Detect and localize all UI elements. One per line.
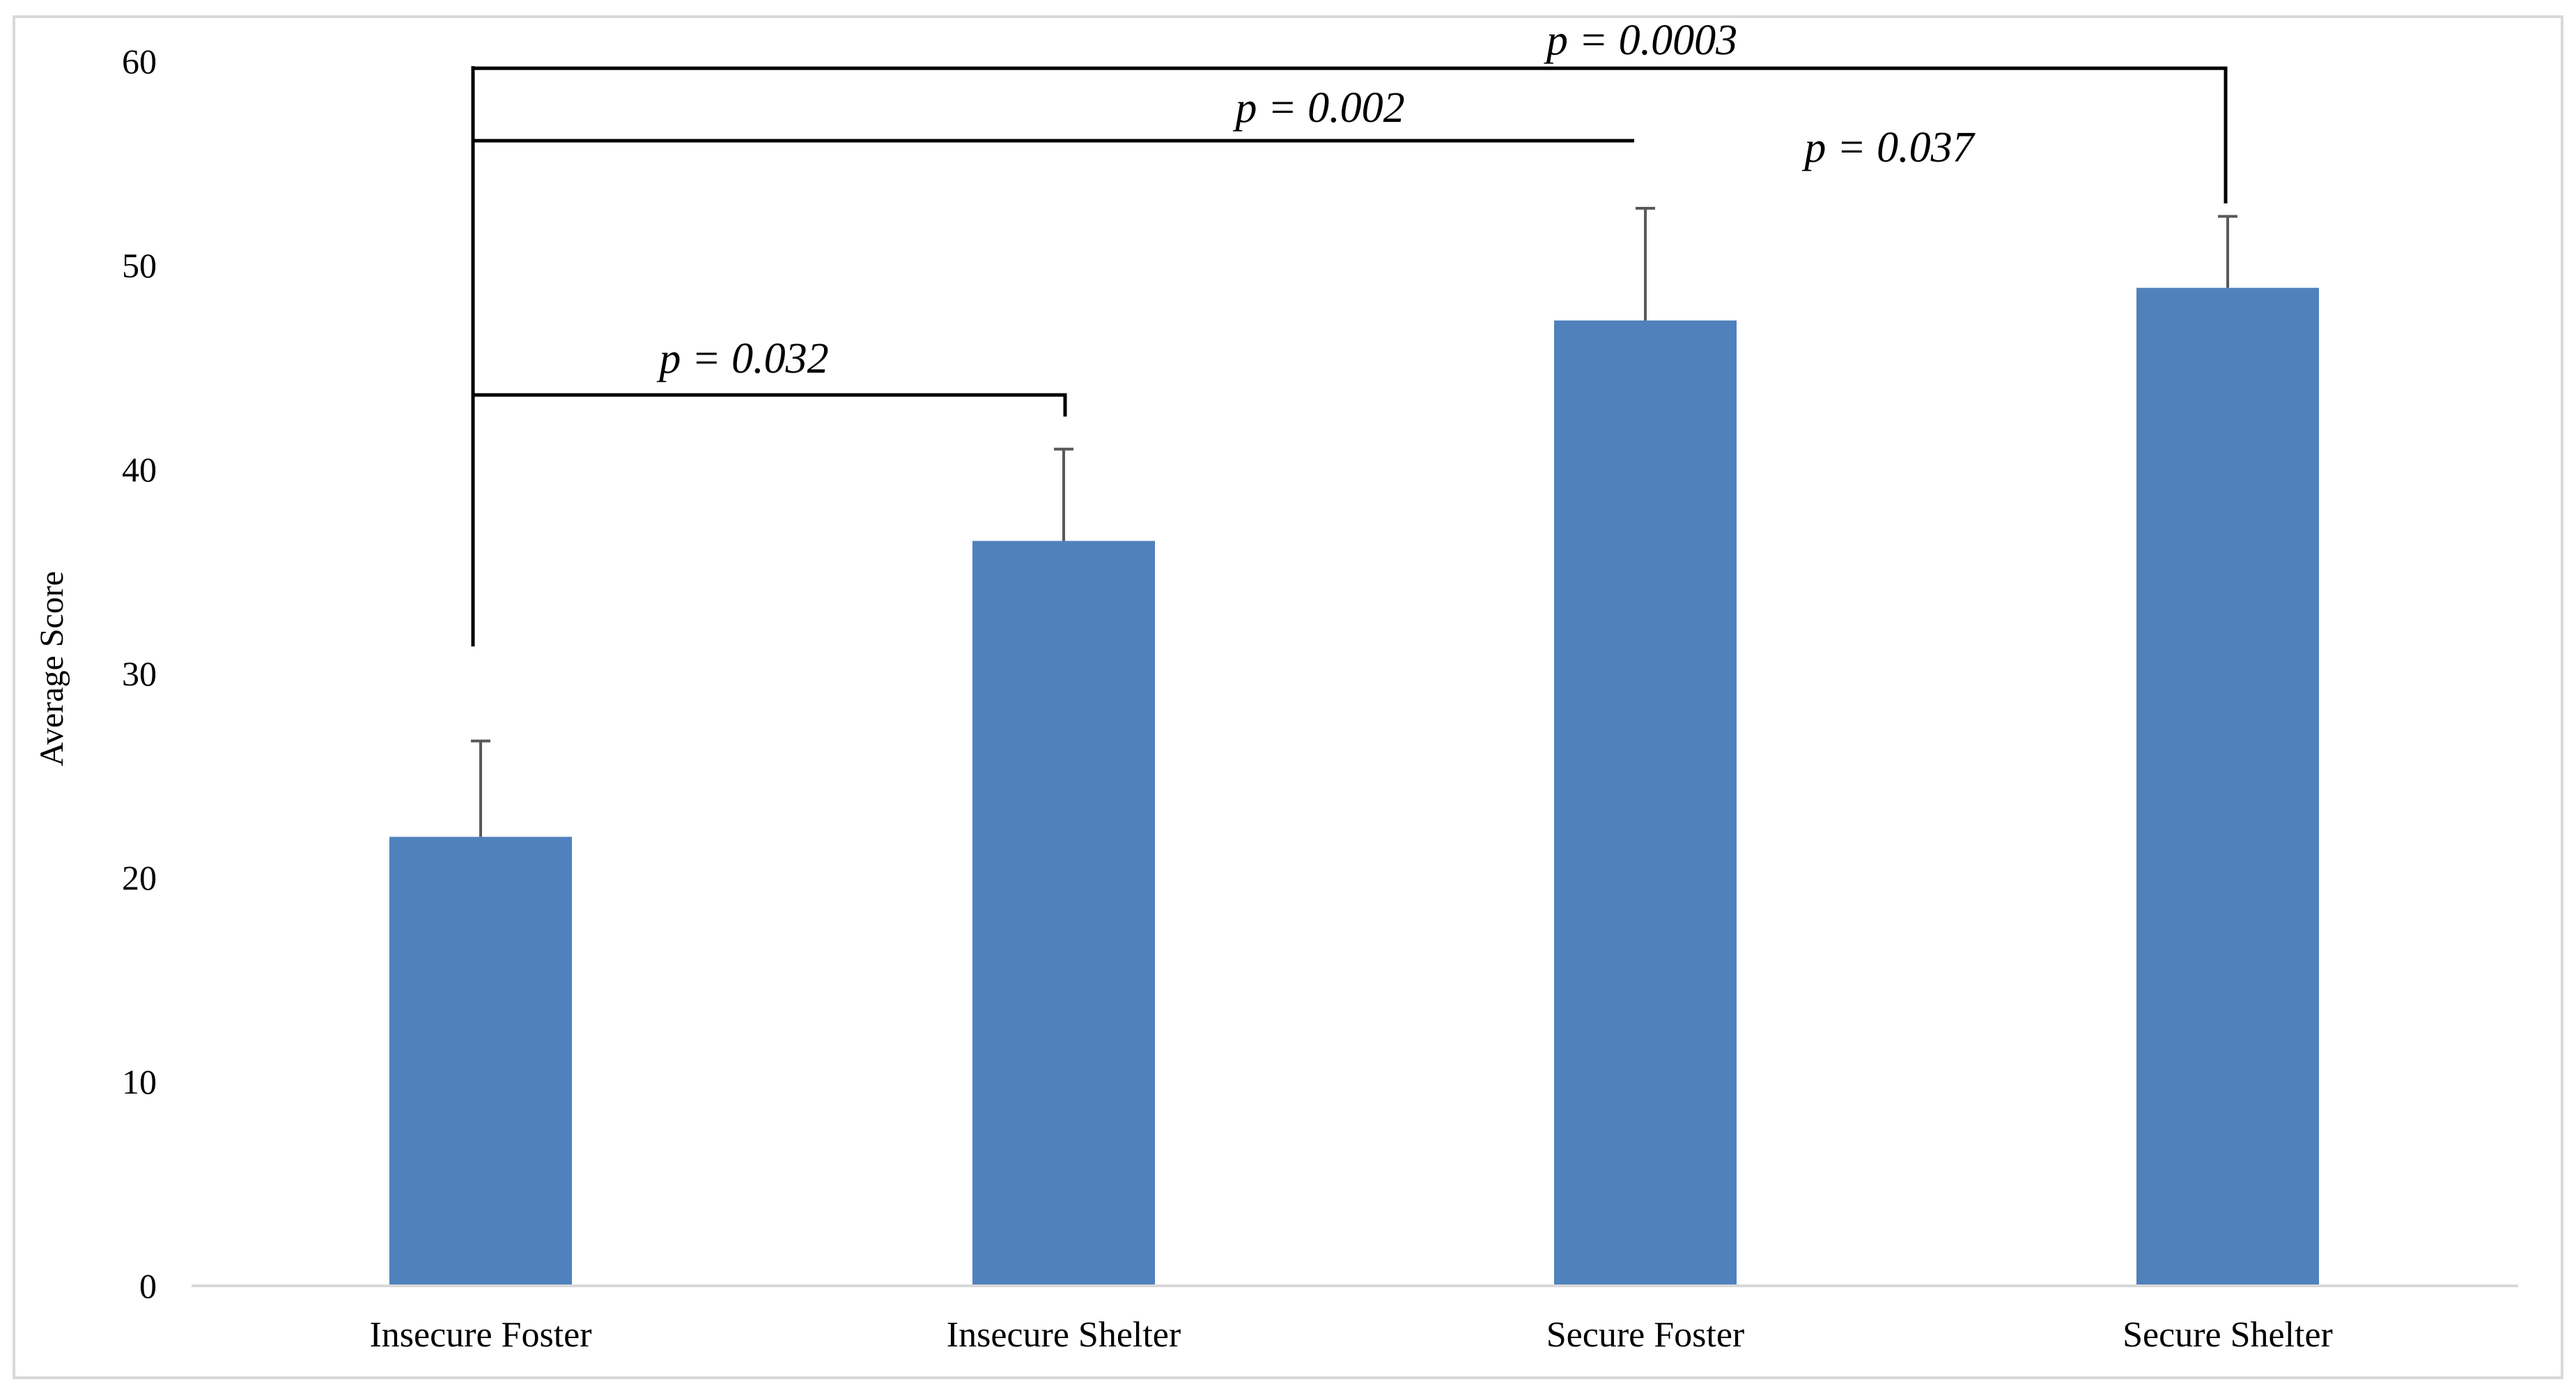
y-tick-label: 0	[139, 1266, 157, 1305]
p-value-label: p = 0.0003	[1544, 17, 1737, 64]
bar	[972, 541, 1155, 1286]
error-bars-layer	[471, 206, 2237, 837]
bracket-0003	[473, 66, 2228, 203]
x-tick-label: Insecure Shelter	[947, 1315, 1181, 1355]
y-tick-label: 60	[122, 42, 157, 81]
y-axis-title: Average Score	[33, 571, 70, 766]
bar	[1554, 320, 1737, 1286]
p-value-label: p = 0.037	[1801, 124, 1976, 171]
y-tick-label: 10	[122, 1062, 157, 1101]
axes-layer: 0 10 20 30 40 50 60 Insecure Foster Insecure She…	[122, 42, 2518, 1355]
x-tick-label: Secure Foster	[1546, 1315, 1744, 1355]
x-tick-label: Insecure Foster	[369, 1315, 591, 1355]
y-tick-label: 30	[122, 654, 157, 693]
y-tick-label: 50	[122, 246, 157, 285]
p-value-label: p = 0.032	[656, 335, 828, 382]
bar	[2136, 288, 2319, 1287]
y-tick-label: 20	[122, 858, 157, 897]
bar	[389, 837, 572, 1286]
p-value-label: p = 0.002	[1232, 84, 1404, 132]
bracket-032	[473, 393, 1067, 417]
bars-layer	[389, 288, 2319, 1287]
significance-brackets-layer: p = 0.032 p = 0.002 p = 0.0003 p = 0.037	[471, 17, 2228, 646]
x-tick-label: Secure Shelter	[2123, 1315, 2333, 1355]
y-tick-label: 40	[122, 450, 157, 489]
